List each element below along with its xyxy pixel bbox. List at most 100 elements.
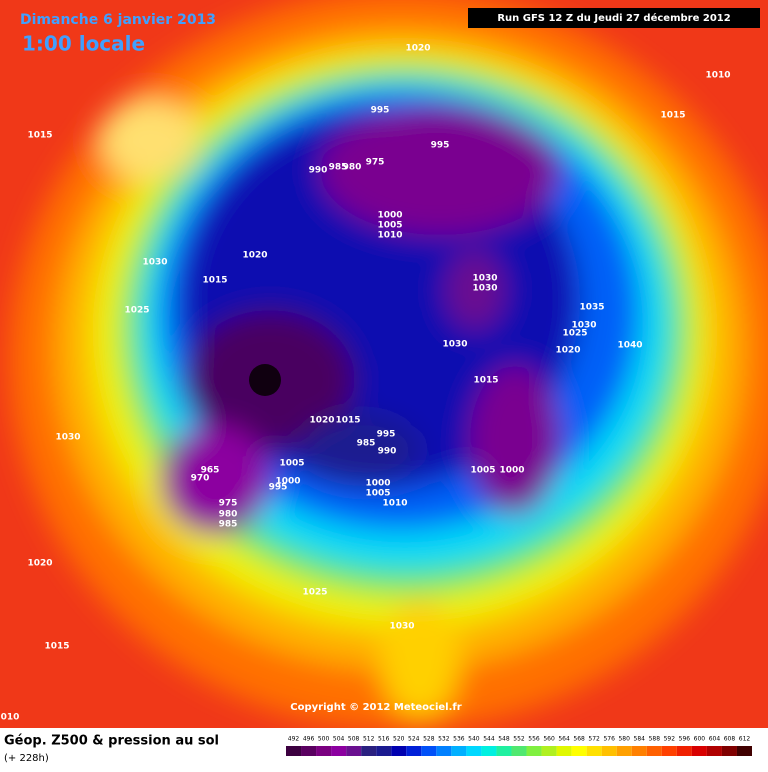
legend-swatch xyxy=(721,746,737,756)
isobar-label: 990 xyxy=(309,166,328,176)
legend-swatch xyxy=(481,746,497,756)
legend-swatch xyxy=(406,746,422,756)
legend-tick-label: 552 xyxy=(513,736,525,743)
legend-swatch xyxy=(331,746,347,756)
isobar-label: 1030 xyxy=(472,274,497,284)
legend-tick-label: 584 xyxy=(634,736,646,743)
legend-swatch xyxy=(586,746,602,756)
legend-tick-label: 528 xyxy=(423,736,435,743)
isobar-label: 1015 xyxy=(335,416,360,426)
isobar-label: 965 xyxy=(201,466,220,476)
legend-tick-label: 504 xyxy=(333,736,345,743)
date: Dimanche 6 janvier 2013 xyxy=(20,12,216,28)
legend-swatch xyxy=(541,746,557,756)
isobar-label: 1025 xyxy=(562,329,587,339)
isobar-label: 1015 xyxy=(660,111,685,121)
isobar-label: 980 xyxy=(343,163,362,173)
legend-tick-label: 596 xyxy=(679,736,691,743)
legend-tick-label: 612 xyxy=(739,736,751,743)
isobar-label: 1035 xyxy=(579,303,604,313)
isobar-label: 1015 xyxy=(27,131,52,141)
isobar-label: 1025 xyxy=(124,306,149,316)
legend-tick-label: 588 xyxy=(649,736,661,743)
isobar-label: 975 xyxy=(219,499,238,509)
isobar-label: 1005 xyxy=(279,459,304,469)
legend-swatch xyxy=(286,746,302,756)
legend-tick-label: 508 xyxy=(348,736,360,743)
copyright: Copyright © 2012 Meteociel.fr xyxy=(290,702,461,713)
legend-tick-label: 544 xyxy=(483,736,495,743)
legend-swatch xyxy=(496,746,512,756)
isobar-label: 985 xyxy=(357,439,376,449)
run: Run GFS 12 Z du Jeudi 27 décembre 2012 xyxy=(497,12,730,24)
legend-swatch xyxy=(451,746,467,756)
legend-tick-label: 600 xyxy=(694,736,706,743)
legend-tick-label: 536 xyxy=(453,736,465,743)
legend-tick-label: 492 xyxy=(288,736,300,743)
legend-tick-label: 608 xyxy=(724,736,736,743)
legend-tick-label: 520 xyxy=(393,736,405,743)
isobar-label: 1040 xyxy=(617,341,642,351)
isobar-label: 1000 xyxy=(377,211,402,221)
legend-swatch xyxy=(616,746,632,756)
legend-tick-label: 496 xyxy=(303,736,315,743)
isobar-label: 1015 xyxy=(202,276,227,286)
legend-swatch xyxy=(556,746,572,756)
legend-swatch xyxy=(601,746,617,756)
isobar-label: 1015 xyxy=(44,642,69,652)
legend-swatch xyxy=(301,746,317,756)
footer-title: Géop. Z500 & pression au sol xyxy=(4,734,219,749)
isobar-label: 1020 xyxy=(27,559,52,569)
legend-swatch xyxy=(391,746,407,756)
isobar-label: 970 xyxy=(191,474,210,484)
legend: 492 496 500 504 508 512 516 520 524 528 532 536 540 5… xyxy=(286,736,752,756)
isobar-label: 995 xyxy=(371,106,390,116)
isobar-label: 1030 xyxy=(472,284,497,294)
legend-swatch xyxy=(421,746,437,756)
legend-swatch xyxy=(466,746,482,756)
isobar-label: 1000 xyxy=(499,466,524,476)
height-field xyxy=(0,0,768,730)
legend-tick-label: 540 xyxy=(468,736,480,743)
isobar-label: 990 xyxy=(378,447,397,457)
isobar-label: 1030 xyxy=(55,433,80,443)
isobar-label: 1020 xyxy=(242,251,267,261)
isobar-label: 1030 xyxy=(389,622,414,632)
isobar-label: 995 xyxy=(431,141,450,151)
isobar-label: 1000 xyxy=(365,479,390,489)
legend-tick-label: 604 xyxy=(709,736,721,743)
legend-tick-label: 512 xyxy=(363,736,375,743)
run-box xyxy=(468,8,760,28)
isobar-label: 1005 xyxy=(470,466,495,476)
legend-swatch xyxy=(676,746,692,756)
legend-tick-label: 564 xyxy=(558,736,570,743)
legend-tick-label: 580 xyxy=(618,736,630,743)
isobar-label: 1030 xyxy=(142,258,167,268)
legend-tick-label: 568 xyxy=(573,736,585,743)
legend-swatch xyxy=(661,746,677,756)
legend-tick-label: 500 xyxy=(318,736,330,743)
legend-swatch xyxy=(346,746,362,756)
isobar-label: 1020 xyxy=(309,416,334,426)
legend-tick-label: 532 xyxy=(438,736,450,743)
legend-swatch xyxy=(316,746,332,756)
isobar-label: 1010 xyxy=(382,499,407,509)
legend-swatch xyxy=(706,746,722,756)
isobar-label: 995 xyxy=(269,483,288,493)
legend-swatch xyxy=(436,746,452,756)
legend-tick-label: 592 xyxy=(664,736,676,743)
isobar-label: 980 xyxy=(219,510,238,520)
legend-tick-label: 516 xyxy=(378,736,390,743)
isobar-label: 975 xyxy=(366,158,385,168)
isobar-label: 995 xyxy=(377,430,396,440)
legend-tick-label: 556 xyxy=(528,736,540,743)
legend-swatch xyxy=(646,746,662,756)
isobar-label: 985 xyxy=(329,163,348,173)
legend-tick-label: 560 xyxy=(543,736,555,743)
isobar-label: 1015 xyxy=(473,376,498,386)
isobar-label: 1000 xyxy=(275,477,300,487)
isobar-label: 1020 xyxy=(555,346,580,356)
time: 1:00 locale xyxy=(22,32,145,56)
